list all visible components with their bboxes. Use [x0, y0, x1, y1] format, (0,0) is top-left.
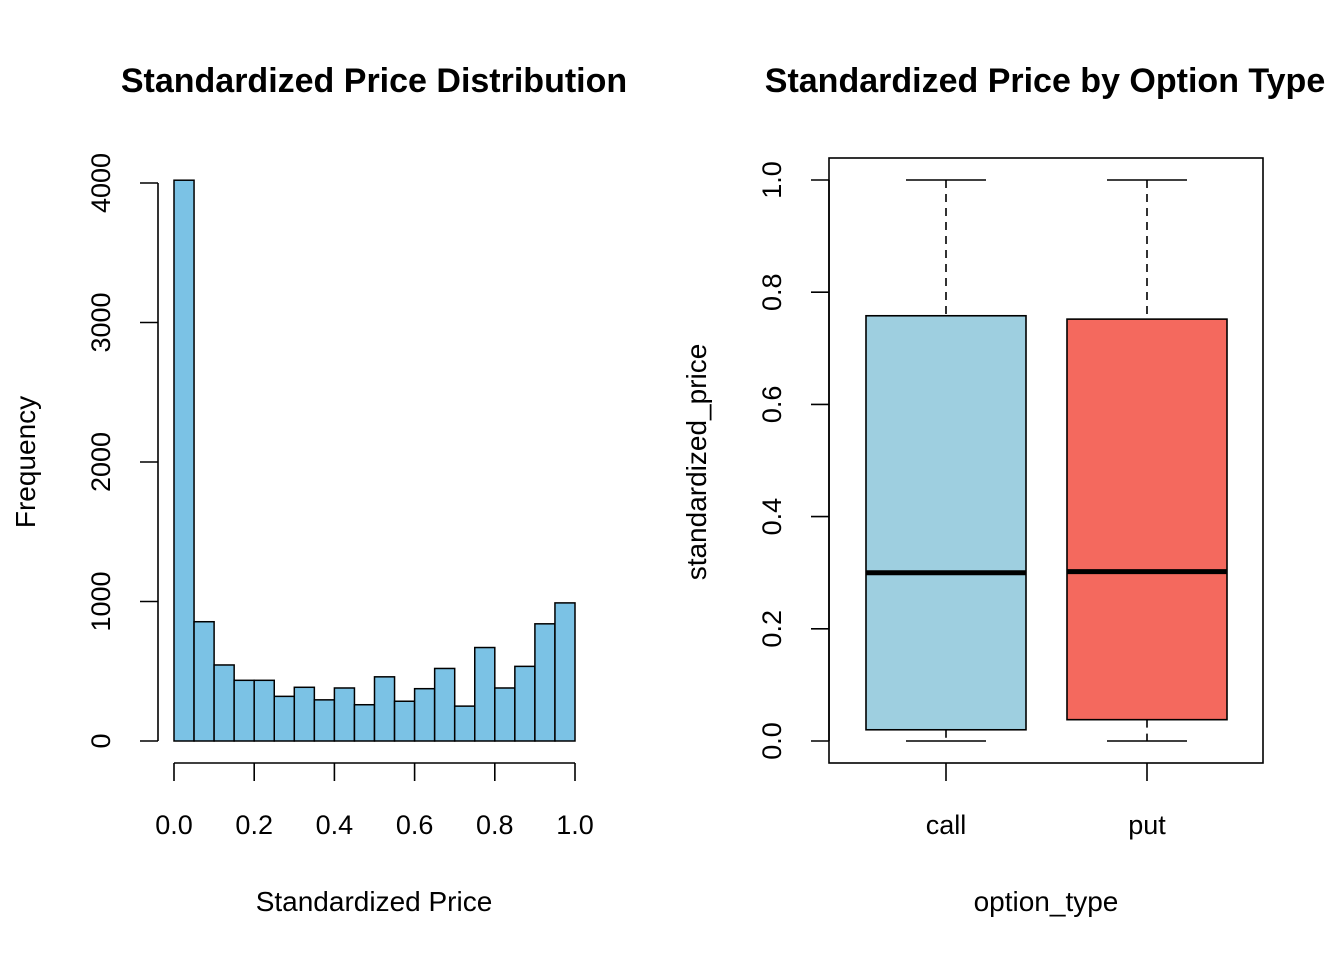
histogram-y-tick-label: 0	[86, 733, 116, 748]
histogram-panel: Standardized Price Distribution Standard…	[10, 62, 627, 917]
histogram-bar	[373, 676, 396, 742]
histogram-bar	[293, 686, 316, 742]
boxplot-y-tick-label: 0.4	[757, 498, 787, 536]
histogram-x-tick-label: 0.2	[235, 810, 273, 840]
histogram-x-tick-label: 0.0	[155, 810, 193, 840]
boxplot-y-tick-label: 1.0	[757, 161, 787, 199]
histogram-bar	[173, 179, 195, 742]
boxplot-box	[865, 314, 1027, 731]
histogram-bar	[413, 687, 436, 742]
histogram-bar	[433, 667, 456, 742]
histogram-bar	[453, 705, 476, 742]
histogram-bar	[554, 602, 576, 742]
boxplot-title: Standardized Price by Option Type	[765, 62, 1325, 100]
histogram-bar	[534, 623, 556, 742]
histogram-y-axis-label: Frequency	[10, 396, 41, 528]
histogram-bar	[273, 695, 296, 742]
boxplot-boxes	[865, 179, 1228, 742]
boxplot-axes: 0.0 0.2 0.4 0.6 0.8 1.0 call put	[757, 161, 1166, 840]
histogram-bar	[514, 665, 536, 742]
histogram-x-tick-label: 0.4	[316, 810, 354, 840]
boxplot-y-tick-label: 0.0	[757, 722, 787, 760]
histogram-bar	[333, 687, 356, 742]
histogram-bar	[233, 679, 255, 742]
boxplot-y-tick-label: 0.6	[757, 386, 787, 424]
histogram-axes: 0 1000 2000 3000 4000 0.0 0.2 0.4 0.6 0.8 1.0	[86, 153, 594, 840]
histogram-bar	[494, 687, 516, 742]
histogram-y-tick-label: 4000	[86, 153, 116, 213]
boxplot-y-axis-label: standardized_price	[681, 344, 712, 581]
histogram-bars	[173, 179, 576, 742]
histogram-bar	[213, 664, 235, 742]
boxplot-box	[1066, 318, 1228, 721]
boxplot-panel: Standardized Price by Option Type option…	[681, 62, 1325, 917]
histogram-x-tick-label: 0.8	[476, 810, 514, 840]
histogram-bar	[474, 646, 496, 742]
histogram-y-tick-label: 1000	[86, 571, 116, 631]
histogram-bar	[253, 679, 275, 742]
histogram-title: Standardized Price Distribution	[121, 62, 627, 100]
boxplot-x-axis-label: option_type	[974, 886, 1119, 917]
histogram-bar	[353, 703, 376, 742]
histogram-bar	[313, 699, 336, 742]
histogram-bar	[193, 620, 215, 742]
histogram-bar	[393, 700, 416, 742]
histogram-y-tick-label: 2000	[86, 432, 116, 492]
boxplot-y-tick-label: 0.8	[757, 273, 787, 311]
histogram-y-tick-label: 3000	[86, 292, 116, 352]
histogram-x-tick-label: 0.6	[396, 810, 434, 840]
histogram-x-axis-label: Standardized Price	[256, 886, 493, 917]
histogram-x-tick-label: 1.0	[556, 810, 594, 840]
boxplot-x-tick-label: put	[1128, 810, 1166, 840]
boxplot-y-tick-label: 0.2	[757, 610, 787, 648]
boxplot-x-tick-label: call	[926, 810, 967, 840]
